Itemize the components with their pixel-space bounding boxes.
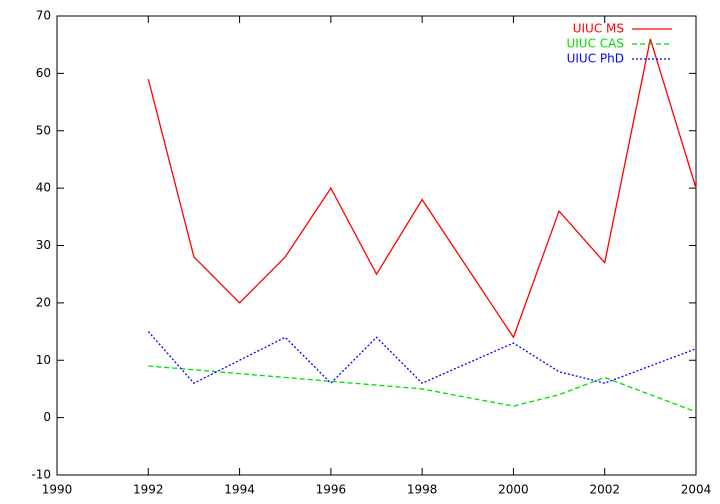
x-tick-label: 2002 [589, 483, 620, 497]
y-tick-label: 0 [43, 410, 51, 424]
series-line [148, 365, 697, 413]
legend-label: UIUC MS [573, 22, 624, 36]
series-line [147, 331, 697, 385]
plot-border [56, 15, 697, 476]
x-tick-label: 1998 [407, 483, 438, 497]
legend-label: UIUC PhD [567, 52, 624, 66]
x-tick-label: 1992 [133, 483, 164, 497]
x-tick-label: 2004 [681, 483, 712, 497]
y-tick-label: 50 [36, 123, 51, 137]
y-tick-label: -10 [31, 468, 51, 482]
x-tick-label: 1994 [224, 483, 255, 497]
y-tick-label: 30 [36, 238, 51, 252]
x-tick-label: 2000 [498, 483, 529, 497]
series-line [147, 38, 697, 339]
x-tick-label: 1990 [42, 483, 73, 497]
y-tick-label: 40 [36, 181, 51, 195]
y-tick-label: 10 [36, 353, 51, 367]
x-tick-label: 1996 [316, 483, 347, 497]
y-tick-label: 60 [36, 66, 51, 80]
y-tick-label: 70 [36, 9, 51, 23]
y-tick-label: 20 [36, 295, 51, 309]
legend-label: UIUC CAS [566, 37, 624, 51]
